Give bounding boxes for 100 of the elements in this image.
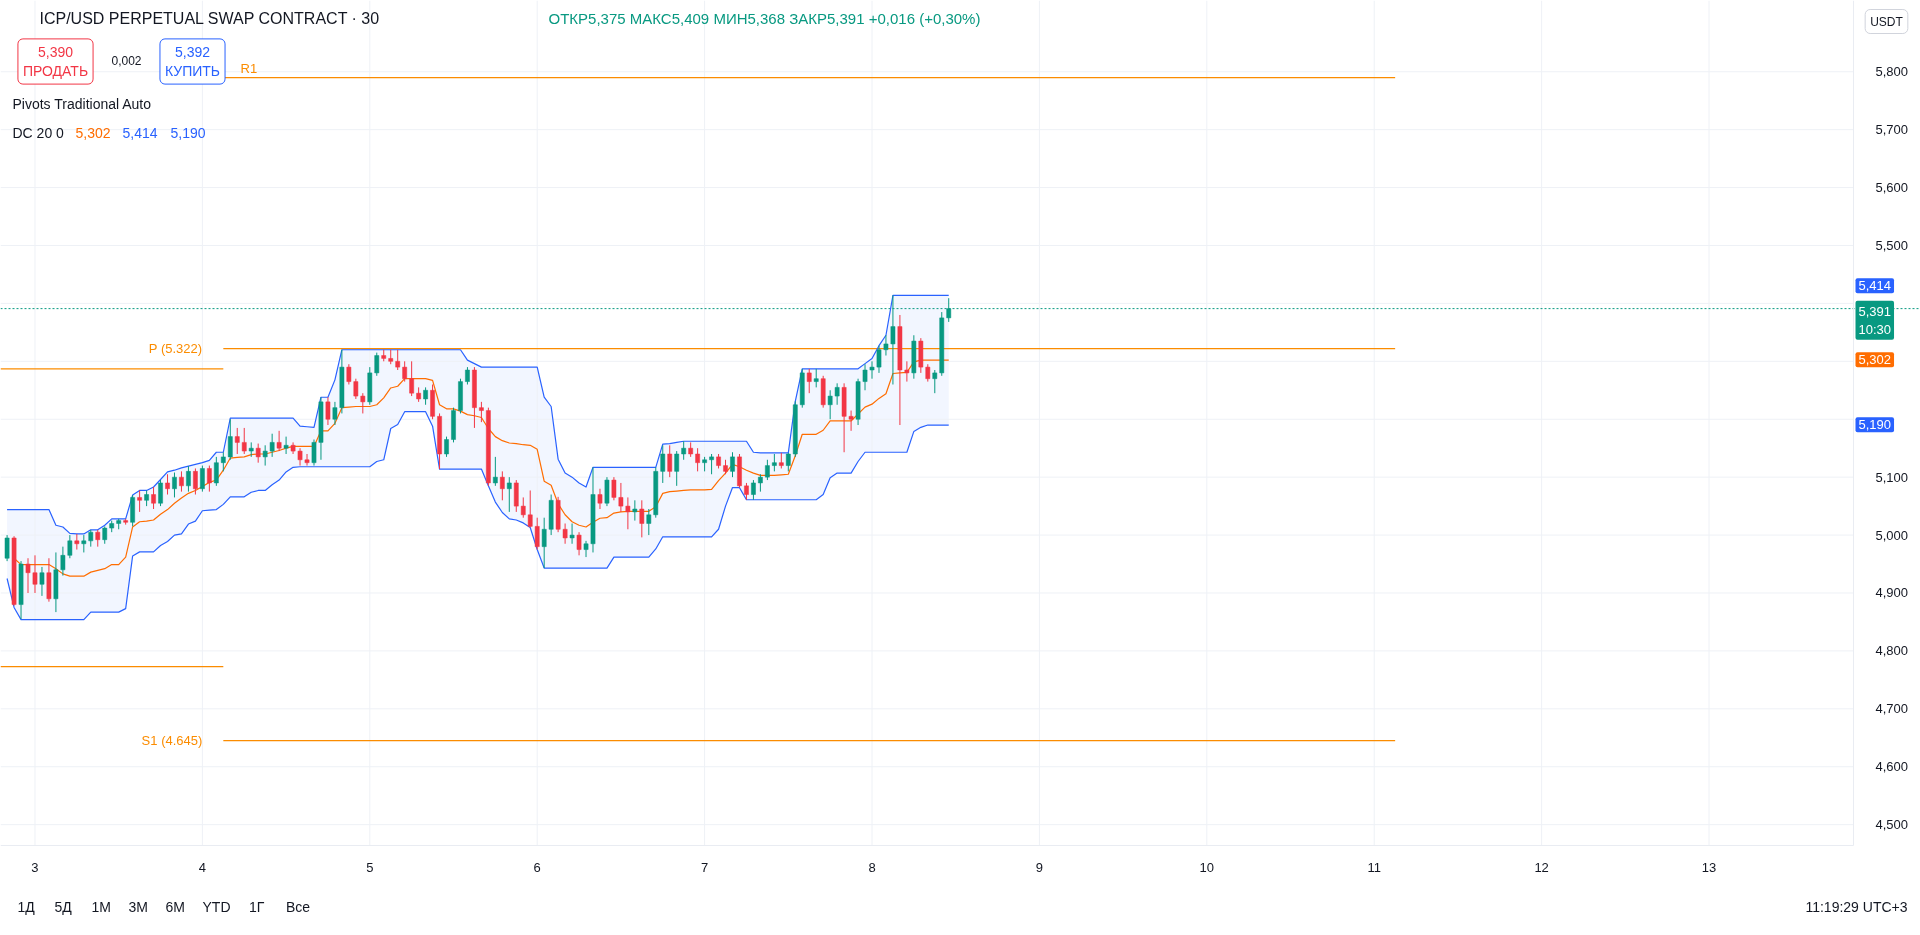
y-tick-label: 5,800 [1875,64,1909,80]
candlestick [479,401,484,423]
candlestick [186,465,191,493]
candlestick [227,418,233,461]
candlestick [834,382,840,406]
candlestick [151,486,156,510]
candlestick [681,440,687,461]
candlestick [765,459,770,481]
x-tick-label: 9 [1035,859,1044,875]
text: USDT [1870,14,1904,29]
candlestick [269,433,275,458]
candlestick [360,392,366,414]
x-tick-label: 4 [198,859,207,875]
candlestick [158,479,163,507]
candlestick [255,443,261,464]
annotation: 5,414 [122,124,158,141]
x-tick-label: 12 [1534,859,1549,875]
candlestick [395,349,401,371]
annotation: 5,190 [170,124,206,141]
annotation: 5,392 КУПИТЬ [164,43,221,80]
candlestick [444,436,449,458]
series-label: R1 [240,61,258,77]
x-tick-label: 3 [31,859,39,875]
candlestick [813,368,819,388]
candlestick [297,447,303,467]
candlestick [604,476,610,507]
candlestick [709,453,714,475]
candlestick [493,456,498,487]
candlestick [402,360,407,383]
candlestick [200,465,205,493]
candlestick [520,496,526,519]
candlestick [39,566,45,597]
candlestick [667,444,673,478]
annotation: Pivots Traditional Auto [12,95,152,112]
annotation: 5,390 ПРОДАТЬ [22,43,89,80]
candlestick [179,470,184,493]
candlestick [827,389,833,420]
y-tick-label: 4,500 [1875,817,1909,833]
candlestick [695,447,700,472]
text: ICP/USD PERPETUAL SWAP CONTRACT · 30 [39,10,380,27]
candlestick [646,508,652,536]
candlestick [883,334,889,357]
y-tick-label: 5,000 [1875,527,1909,543]
y-tick-label: 4,900 [1875,585,1909,601]
candlestick [172,472,177,498]
text: 5,190 [1858,417,1892,433]
candlestick [283,436,289,455]
series-label: P (5.322) [148,341,203,357]
candlestick [214,456,219,487]
x-tick-label: 8 [868,859,876,875]
text: 5,302 [1858,352,1892,368]
candlestick [541,517,547,569]
candlestick [904,360,910,383]
candlestick [869,360,875,380]
text: 1Д 5Д 1М 3М 6М YTD 1Г Все [17,898,311,915]
candlestick [632,499,638,522]
candlestick [409,360,414,397]
x-tick-label: 7 [700,859,709,875]
candlestick [325,396,331,426]
candlestick [165,473,170,496]
candlestick [625,496,631,530]
candlestick [241,427,247,455]
text: 11:19:29 UTC+3 [1805,898,1908,915]
y-tick-label: 4,800 [1875,643,1909,659]
candlestick [730,451,735,478]
candlestick [506,476,512,513]
candlestick [193,467,198,496]
candlestick [576,531,582,556]
y-tick-label: 4,600 [1875,759,1909,775]
candlestick [499,470,505,501]
candlestick [876,345,882,374]
x-tick-label: 10 [1199,859,1215,875]
candlestick [597,488,603,510]
x-tick-label: 5 [366,859,374,875]
candlestick [806,368,812,394]
x-tick-label: 6 [533,859,541,875]
annotation: 5,302 [75,124,111,141]
candlestick [674,450,680,487]
line-series [6,411,950,621]
y-tick-label: 5,700 [1875,122,1909,138]
x-tick-label: 11 [1367,859,1381,875]
annotation: 0,002 [111,54,142,68]
candlestick [304,453,310,467]
candlestick [374,352,380,377]
candlestick [207,465,212,493]
candlestick [234,427,240,455]
candlestick [751,479,756,501]
candlestick [262,444,268,467]
candlestick [639,499,645,538]
ref-line-label: 5,391 10:30 [1858,303,1892,337]
series-label: S1 (4.645) [141,733,203,749]
y-tick-label: 5,100 [1875,469,1909,485]
candlestick [569,522,575,545]
text: ОТКР5,375 МАКС5,409 МИН5,368 ЗАКР5,391 +0,016 (+0,30%) [548,10,981,27]
candlestick [137,489,142,513]
annotation: DC 20 0 [12,124,65,141]
candlestick [932,369,938,394]
y-tick-label: 5,600 [1875,180,1909,196]
candlestick [513,479,519,513]
y-tick-label: 4,700 [1875,701,1909,717]
